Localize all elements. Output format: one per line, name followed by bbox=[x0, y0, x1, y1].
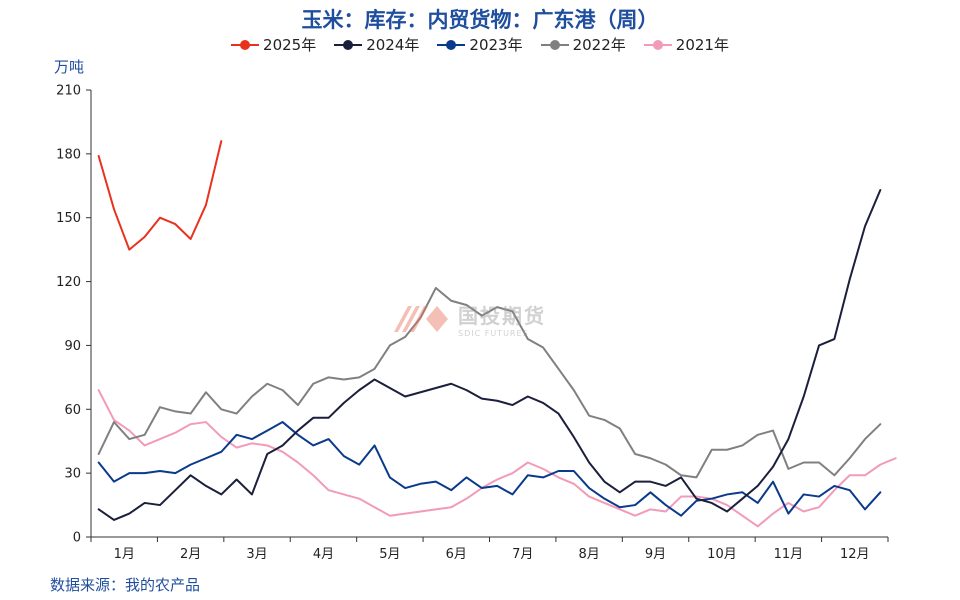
x-tick-label: 2月 bbox=[180, 547, 201, 562]
watermark-sub: SDIC FUTURES bbox=[458, 329, 529, 338]
legend: 2025年 2024年 2023年 2022年 2021年 bbox=[0, 34, 960, 55]
x-tick-label: 7月 bbox=[512, 547, 533, 562]
legend-swatch bbox=[334, 39, 363, 51]
legend-label: 2023年 bbox=[469, 36, 523, 54]
y-tick-label: 180 bbox=[56, 147, 81, 162]
series-line-2023年 bbox=[97, 421, 882, 517]
x-tick-label: 4月 bbox=[313, 547, 334, 562]
chart-title: 玉米：库存：内贸货物：广东港（周） bbox=[301, 8, 659, 32]
legend-item: 2025年 bbox=[231, 34, 316, 55]
series-line-2025年 bbox=[97, 140, 223, 251]
legend-swatch bbox=[540, 39, 569, 51]
series-line-2021年 bbox=[97, 389, 897, 528]
legend-swatch bbox=[437, 39, 466, 51]
y-axis-unit: 万吨 bbox=[54, 58, 85, 76]
x-tick-label: 11月 bbox=[774, 547, 804, 562]
legend-item: 2022年 bbox=[540, 34, 626, 55]
series-line-2024年 bbox=[97, 189, 882, 521]
y-tick-label: 210 bbox=[56, 84, 81, 99]
x-tick-label: 8月 bbox=[578, 547, 599, 562]
legend-label: 2022年 bbox=[572, 36, 626, 54]
legend-label: 2025年 bbox=[263, 36, 317, 54]
legend-item: 2023年 bbox=[437, 34, 523, 55]
y-tick-label: 0 bbox=[73, 531, 81, 546]
y-tick-label: 90 bbox=[64, 339, 81, 354]
legend-label: 2021年 bbox=[675, 36, 729, 54]
watermark-brand: 国投期货 bbox=[458, 304, 546, 328]
x-tick-label: 6月 bbox=[446, 547, 467, 562]
y-tick-label: 30 bbox=[64, 467, 81, 482]
source-note: 数据来源：我的农产品 bbox=[50, 576, 201, 594]
x-tick-label: 12月 bbox=[840, 547, 870, 562]
x-tick-label: 3月 bbox=[246, 547, 267, 562]
legend-item: 2024年 bbox=[334, 34, 419, 55]
legend-swatch bbox=[643, 39, 672, 51]
legend-swatch bbox=[231, 39, 260, 51]
x-tick-label: 9月 bbox=[645, 547, 666, 562]
y-tick-label: 120 bbox=[56, 275, 81, 290]
x-tick-label: 5月 bbox=[379, 547, 400, 562]
legend-label: 2024年 bbox=[366, 36, 420, 54]
series-line-2022年 bbox=[97, 286, 882, 479]
y-tick-label: 150 bbox=[56, 211, 81, 226]
watermark-logo: 国投期货 SDIC FUTURES bbox=[390, 300, 546, 338]
y-tick-label: 60 bbox=[64, 403, 81, 418]
x-tick-label: 1月 bbox=[114, 547, 135, 562]
x-tick-label: 10月 bbox=[707, 547, 737, 562]
legend-item: 2021年 bbox=[643, 34, 729, 55]
logo-stripes-icon bbox=[394, 306, 448, 332]
